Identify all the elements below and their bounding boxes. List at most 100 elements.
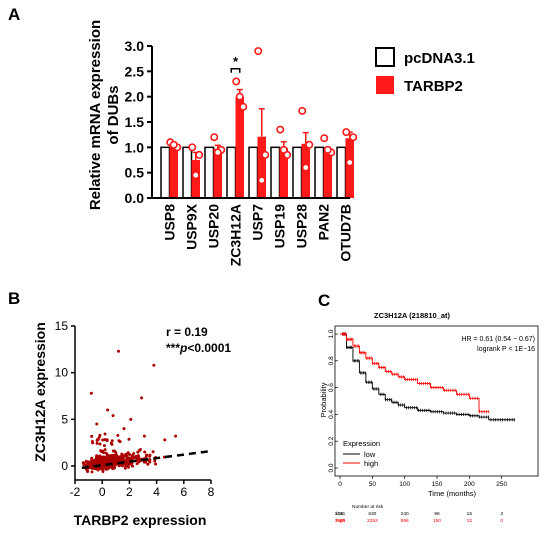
km-chart-panel-c: ZC3H12A (218810_at) Probability Time (mo… bbox=[319, 311, 539, 524]
scatter-point bbox=[110, 465, 114, 469]
point-tarbp2-OTUD7B-0 bbox=[342, 128, 351, 137]
risk-value-low-0: 1231 bbox=[335, 511, 346, 517]
bar-tarbp2-PAN2 bbox=[323, 152, 332, 198]
scatter-point bbox=[122, 458, 126, 462]
panel-a-xtick-label-OTUD7B: OTUD7B bbox=[338, 204, 354, 262]
point-tarbp2-PAN2-2 bbox=[323, 145, 332, 154]
risk-row-label-high: high bbox=[336, 518, 345, 524]
scatter-point bbox=[90, 457, 94, 461]
scatter-outlier-9 bbox=[174, 434, 178, 438]
scatter-outlier-6 bbox=[129, 417, 133, 421]
scatter-outlier-2 bbox=[89, 391, 93, 395]
panel-c-xlabel: Time (months) bbox=[428, 489, 477, 498]
panel-c-ylabel: Probability bbox=[319, 382, 328, 417]
scatter-point bbox=[146, 462, 150, 466]
panel-label-c: C bbox=[318, 291, 330, 310]
point-tarbp2-USP19-2 bbox=[279, 145, 288, 154]
scatter-point bbox=[116, 456, 120, 460]
panel-label-a: A bbox=[8, 5, 20, 24]
panel-b-xtick-label-1: 0 bbox=[99, 485, 106, 499]
scatter-point bbox=[127, 437, 131, 441]
scatter-point bbox=[124, 452, 128, 456]
scatter-point bbox=[101, 460, 105, 464]
legend-swatch-pcdna bbox=[375, 47, 395, 67]
risk-row-label-low: low bbox=[336, 511, 344, 517]
scatter-point bbox=[127, 457, 131, 461]
panel-a-xtick-label-USP7: USP7 bbox=[250, 204, 266, 241]
risk-value-low-2: 240 bbox=[401, 511, 409, 517]
scatter-point bbox=[104, 467, 108, 471]
point-tarbp2-USP20-2 bbox=[213, 148, 222, 157]
scatter-point bbox=[110, 439, 114, 443]
scatter-point bbox=[107, 459, 111, 463]
scatter-outlier-11 bbox=[122, 427, 126, 431]
point-tarbp2-USP9X-1 bbox=[195, 150, 204, 159]
scatter-point bbox=[148, 460, 152, 464]
scatter-point bbox=[151, 450, 155, 454]
scatter-outlier-8 bbox=[163, 438, 167, 442]
scatter-point bbox=[153, 459, 157, 463]
panel-b-ytick-label-2: 10 bbox=[55, 366, 69, 380]
point-tarbp2-USP19-0 bbox=[276, 125, 285, 134]
point-tarbp2-USP20-0 bbox=[210, 133, 219, 142]
panel-c-xtick-label-5: 250 bbox=[496, 481, 507, 488]
km-legend-high-label: high bbox=[364, 459, 378, 468]
point-tarbp2-USP7-2 bbox=[257, 176, 266, 185]
scatter-point bbox=[104, 460, 108, 464]
panel-a-xtick-label-USP20: USP20 bbox=[206, 204, 222, 249]
panel-c-xtick-label-0: 0 bbox=[338, 481, 342, 488]
risk-value-high-2: 896 bbox=[401, 518, 409, 524]
scatter-point bbox=[101, 438, 105, 442]
panel-c-xtick-label-1: 50 bbox=[369, 481, 377, 488]
scatter-point bbox=[130, 464, 134, 468]
panel-a-ytick-label-2: 1.0 bbox=[125, 139, 145, 155]
point-tarbp2-ZC3H12A-1 bbox=[239, 102, 248, 111]
panel-c-ytick-label-0: 0.0 bbox=[328, 463, 335, 472]
point-tarbp2-OTUD7B-1 bbox=[349, 133, 358, 142]
bar-pcdna-USP19 bbox=[270, 146, 281, 199]
scatter-point bbox=[98, 442, 102, 446]
stats-r-label: r = 0.19 bbox=[166, 325, 208, 339]
panel-b-ytick-label-3: 15 bbox=[55, 319, 69, 333]
scatter-point bbox=[127, 465, 131, 469]
point-tarbp2-USP28-1 bbox=[305, 140, 314, 149]
trend-line bbox=[81, 449, 212, 470]
scatter-point bbox=[132, 452, 136, 456]
panel-b-xtick-label-3: 4 bbox=[153, 485, 160, 499]
panel-c-frame bbox=[334, 325, 539, 477]
scatter-point bbox=[82, 463, 86, 467]
bar-pcdna-USP20 bbox=[204, 146, 215, 199]
risk-value-low-3: 96 bbox=[434, 511, 440, 517]
panel-c-ytick-label-5: 1.0 bbox=[328, 329, 335, 338]
bar-tarbp2-ZC3H12A bbox=[235, 97, 244, 198]
scatter-point bbox=[130, 457, 134, 461]
scatter-point bbox=[102, 444, 106, 448]
scatter-point bbox=[120, 463, 124, 467]
risk-value-high-4: 12 bbox=[467, 518, 473, 524]
hr-text: HR = 0.61 (0.54 − 0.67) bbox=[461, 336, 535, 343]
scatter-point bbox=[105, 439, 109, 443]
panel-a-ytick-label-4: 2.0 bbox=[125, 89, 145, 105]
panel-a-xtick-label-ZC3H12A: ZC3H12A bbox=[228, 204, 244, 266]
legend-label-tarbp2: TARBP2 bbox=[404, 78, 463, 95]
scatter-point bbox=[112, 456, 116, 460]
panel-a-ytick-label-3: 1.5 bbox=[125, 114, 145, 130]
scatter-point bbox=[101, 456, 105, 460]
scatter-outlier-4 bbox=[106, 408, 110, 412]
panel-a-xtick-label-USP28: USP28 bbox=[294, 204, 310, 249]
panel-a-ytick-label-6: 3.0 bbox=[125, 38, 145, 54]
scatter-point bbox=[126, 451, 130, 455]
risk-value-low-4: 15 bbox=[467, 511, 473, 517]
risk-value-low-5: 3 bbox=[500, 511, 503, 517]
scatter-point bbox=[112, 466, 116, 470]
scatter-outlier-7 bbox=[142, 434, 146, 438]
point-tarbp2-USP28-2 bbox=[301, 163, 310, 172]
risk-value-high-5: 0 bbox=[500, 518, 503, 524]
scatter-point bbox=[109, 454, 113, 458]
scatter-point bbox=[90, 470, 94, 474]
panel-c-xtick-label-4: 200 bbox=[464, 481, 475, 488]
scatter-outlier-1 bbox=[152, 363, 156, 367]
panel-b-xtick-label-5: 8 bbox=[208, 485, 215, 499]
bar-pcdna-OTUD7B bbox=[336, 146, 347, 199]
